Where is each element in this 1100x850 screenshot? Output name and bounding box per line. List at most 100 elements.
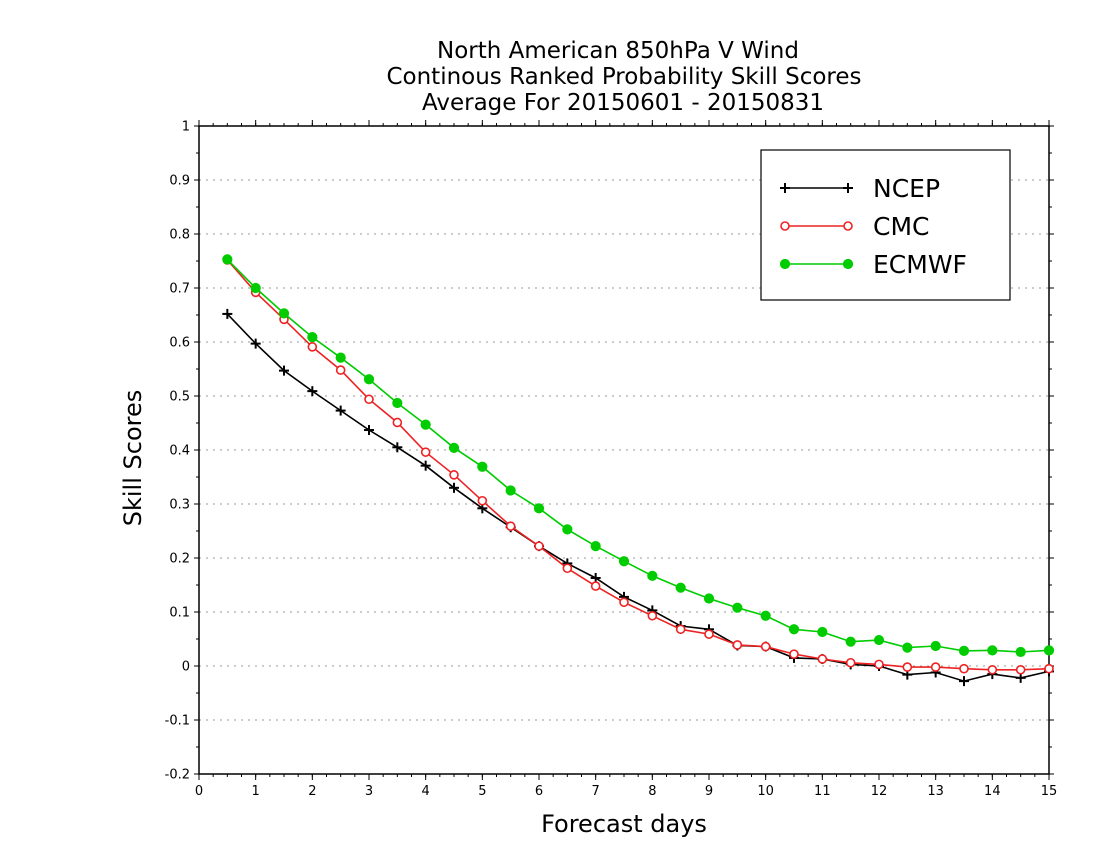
y-tick-label: 0.4	[169, 444, 190, 459]
legend-ncep: NCEP	[780, 174, 940, 203]
series-ncep	[222, 308, 1054, 687]
y-tick-label: -0.2	[165, 768, 190, 783]
series-ncep-marker	[279, 365, 289, 376]
series-ecmwf-marker	[448, 442, 460, 453]
series-cmc-marker	[590, 581, 601, 591]
series-cmc-marker	[420, 447, 431, 457]
x-tick-label: 3	[365, 784, 373, 799]
series-ecmwf-marker	[873, 634, 885, 646]
series-ecmwf-marker	[675, 582, 686, 593]
series-cmc-line	[226, 259, 1050, 671]
series-ecmwf-marker	[505, 485, 516, 496]
series-ncep-marker	[222, 308, 233, 319]
series-cmc-marker	[902, 662, 913, 672]
series-cmc-marker	[675, 624, 686, 635]
series-cmc-marker	[704, 629, 714, 639]
series-cmc-marker	[760, 641, 771, 652]
legend: NCEP CMC ECMWF	[760, 149, 1011, 301]
series-cmc-marker	[987, 664, 998, 675]
series-cmc-marker	[845, 657, 856, 668]
y-tick-label: 0	[182, 660, 190, 675]
series-ecmwf-marker	[930, 640, 941, 652]
y-tick-label: 0.2	[169, 552, 190, 567]
series-ecmwf-marker	[845, 636, 856, 647]
y-tick-label: 0.3	[169, 498, 190, 513]
legend-ecmwf-start-marker	[779, 258, 791, 270]
series-ecmwf-marker	[533, 503, 545, 514]
x-tick-label: 15	[1041, 784, 1058, 799]
axis-ticks: -0.2-0.100.10.20.30.40.50.60.70.80.910 1 2…	[165, 120, 1058, 800]
legend-box	[760, 149, 1011, 301]
series-cmc	[222, 255, 1054, 675]
legend-ncep-end-marker	[843, 183, 853, 193]
series-ecmwf-marker	[222, 254, 233, 265]
x-tick-label: 1	[252, 784, 260, 799]
title-line-2: Continous Ranked Probability Skill Score…	[386, 64, 861, 90]
series-ecmwf-marker	[647, 570, 658, 581]
y-tick-label: -0.1	[165, 714, 190, 729]
series-ncep-marker	[392, 442, 403, 453]
series-ecmwf-marker	[477, 461, 488, 472]
x-tick-label: 2	[308, 784, 316, 799]
series-cmc-marker	[789, 649, 799, 659]
series-ecmwf-marker	[987, 645, 998, 656]
x-tick-label: 12	[871, 784, 888, 799]
legend-ncep-label: NCEP	[873, 174, 940, 203]
y-tick-label: 0.8	[169, 228, 190, 243]
series-ecmwf	[222, 254, 1055, 658]
series-ncep-line	[226, 313, 1050, 682]
series-cmc-marker	[364, 394, 374, 405]
series-ncep-marker	[449, 482, 459, 493]
legend-ecmwf-label: ECMWF	[873, 250, 967, 279]
series-ecmwf-line	[226, 258, 1050, 653]
legend-cmc: CMC	[780, 212, 929, 241]
series-ncep-marker	[250, 338, 261, 349]
y-tick-label: 0.5	[169, 390, 190, 405]
series-cmc-marker	[959, 663, 969, 674]
series-ecmwf-marker	[590, 541, 601, 552]
legend-ecmwf-end-marker	[842, 258, 854, 270]
series-cmc-marker	[562, 563, 573, 574]
series-ecmwf-marker	[335, 352, 346, 363]
series-ecmwf-marker	[703, 593, 715, 604]
series-ecmwf-marker	[788, 624, 800, 635]
series-cmc-marker	[732, 640, 743, 650]
series-ecmwf-marker	[1043, 645, 1055, 656]
series-cmc-marker	[392, 417, 403, 428]
y-tick-label: 0.1	[169, 606, 190, 621]
legend-cmc-label: CMC	[873, 212, 929, 241]
y-tick-label: 0.6	[169, 336, 190, 351]
legend-cmc-start-marker	[780, 221, 790, 231]
series-cmc-marker	[534, 541, 544, 551]
series-ecmwf-marker	[250, 282, 261, 294]
y-tick-label: 0.7	[169, 282, 190, 297]
series-ecmwf-marker	[732, 602, 743, 613]
series-ecmwf-marker	[420, 419, 431, 430]
series-cmc-marker	[874, 659, 884, 670]
x-tick-label: 14	[984, 784, 1001, 799]
series-ecmwf-marker	[278, 308, 290, 319]
series-cmc-marker	[1044, 663, 1054, 674]
title-line-1: North American 850hPa V Wind	[437, 38, 799, 64]
series-ecmwf-marker	[562, 524, 573, 535]
series-ecmwf-marker	[618, 556, 630, 567]
series-ecmwf-marker	[760, 610, 771, 621]
data-series	[222, 254, 1055, 687]
legend-ecmwf: ECMWF	[779, 250, 967, 279]
series-ecmwf-marker	[902, 642, 913, 653]
x-axis-label: Forecast days	[541, 810, 707, 838]
series-cmc-marker	[647, 610, 658, 621]
series-ncep-marker	[959, 676, 969, 687]
x-tick-label: 5	[478, 784, 486, 799]
series-cmc-marker	[930, 662, 941, 672]
title-line-3: Average For 20150601 - 20150831	[422, 90, 824, 116]
x-tick-label: 8	[648, 784, 656, 799]
x-tick-label: 10	[757, 784, 774, 799]
legend-ncep-start-marker	[780, 183, 790, 193]
series-ecmwf-marker	[307, 332, 318, 343]
series-cmc-marker	[817, 654, 828, 664]
series-ncep-marker	[420, 460, 431, 471]
series-ncep-marker	[364, 425, 374, 436]
series-cmc-marker	[619, 597, 629, 608]
